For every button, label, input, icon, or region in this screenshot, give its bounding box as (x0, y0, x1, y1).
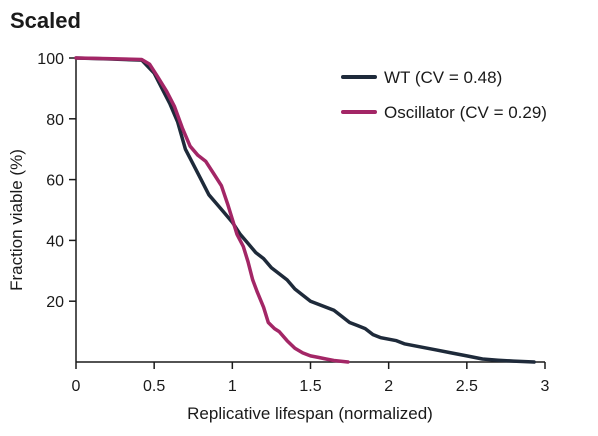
wt-survival-line (74, 56, 536, 364)
y-tick-label: 60 (46, 173, 64, 190)
x-tick-label: 2.5 (456, 378, 478, 395)
y-tick-label: 40 (46, 233, 64, 250)
y-axis-label: Fraction viable (%) (7, 149, 26, 291)
x-axis-label: Replicative lifespan (normalized) (187, 404, 433, 423)
x-tick-label: 0 (72, 378, 81, 395)
series-layer (74, 56, 536, 364)
y-tick-label: 80 (46, 112, 64, 129)
legend-label-wt: WT (CV = 0.48) (384, 68, 502, 87)
legend: WT (CV = 0.48) Oscillator (CV = 0.29) (341, 68, 547, 122)
chart-title: Scaled (10, 8, 81, 33)
x-tick-label: 2 (384, 378, 393, 395)
legend-label-oscillator: Oscillator (CV = 0.29) (384, 103, 547, 122)
y-tick-label: 20 (46, 294, 64, 311)
x-ticks: 0 0.5 1 1.5 2 2.5 3 (72, 362, 550, 395)
x-tick-label: 0.5 (143, 378, 165, 395)
y-tick-label: 100 (37, 51, 64, 68)
x-tick-label: 3 (541, 378, 550, 395)
oscillator-survival-line (74, 56, 350, 364)
x-tick-label: 1 (228, 378, 237, 395)
y-ticks: 20 40 60 80 100 (37, 51, 76, 311)
x-tick-label: 1.5 (299, 378, 321, 395)
